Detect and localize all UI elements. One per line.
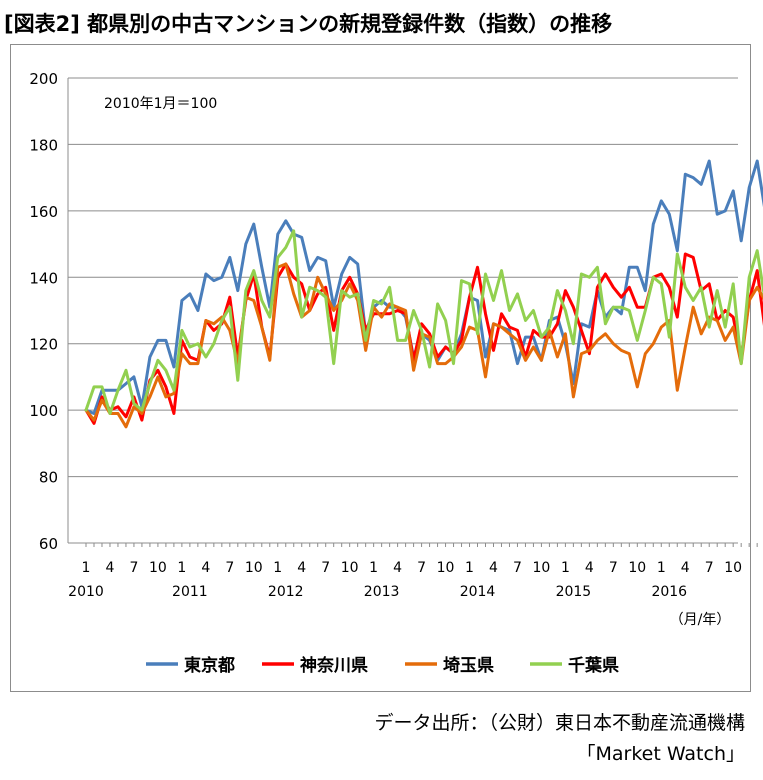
y-tick-label: 200 xyxy=(29,70,58,88)
x-month-label: 1 xyxy=(465,560,474,576)
x-month-label: 1 xyxy=(82,560,91,576)
x-month-label: 10 xyxy=(149,560,167,576)
x-month-label: 7 xyxy=(609,560,618,576)
x-month-label: 4 xyxy=(585,560,594,576)
x-month-label: 4 xyxy=(201,560,210,576)
y-tick-label: 120 xyxy=(29,336,58,354)
x-year-label: 2011 xyxy=(172,584,208,600)
x-month-label: 7 xyxy=(321,560,330,576)
legend-label-1: 東京都 xyxy=(184,655,235,676)
x-month-label: 1 xyxy=(369,560,378,576)
x-month-label: 7 xyxy=(417,560,426,576)
x-month-label: 4 xyxy=(393,560,402,576)
x-month-label: 1 xyxy=(273,560,282,576)
x-month-label: 1 xyxy=(657,560,666,576)
source-line-1: データ出所：（公財）東日本不動産流通機構 xyxy=(374,712,745,734)
x-month-label: 4 xyxy=(489,560,498,576)
x-month-label: 7 xyxy=(513,560,522,576)
y-tick-label: 100 xyxy=(29,402,58,420)
y-tick-label: 160 xyxy=(29,203,58,221)
legend-label-2: 神奈川県 xyxy=(300,655,368,676)
x-month-label: 1 xyxy=(177,560,186,576)
y-tick-label: 80 xyxy=(39,469,58,487)
source-line-2: 「Market Watch」 xyxy=(576,743,745,765)
series-line-4 xyxy=(84,229,763,415)
x-axis-label: （月/年） xyxy=(670,612,731,628)
chart-title: [図表2] 都県別の中古マンションの新規登録件数（指数）の推移 xyxy=(4,12,613,36)
x-month-label: 7 xyxy=(225,560,234,576)
x-month-label: 4 xyxy=(681,560,690,576)
x-month-label: 10 xyxy=(341,560,359,576)
x-year-label: 2014 xyxy=(460,584,496,600)
legend-label-3: 埼玉県 xyxy=(443,655,494,676)
x-year-label: 2012 xyxy=(268,584,304,600)
x-month-label: 10 xyxy=(628,560,646,576)
x-month-label: 10 xyxy=(724,560,742,576)
x-year-label: 2013 xyxy=(364,584,400,600)
x-year-label: 2015 xyxy=(556,584,592,600)
x-month-label: 7 xyxy=(129,560,138,576)
x-month-label: 1 xyxy=(561,560,570,576)
y-tick-label: 180 xyxy=(29,136,58,154)
x-month-label: 10 xyxy=(245,560,263,576)
x-year-label: 2016 xyxy=(651,584,687,600)
y-tick-label: 140 xyxy=(29,269,58,287)
y-tick-label: 60 xyxy=(39,535,58,553)
x-month-label: 7 xyxy=(705,560,714,576)
x-month-label: 4 xyxy=(106,560,115,576)
x-month-label: 10 xyxy=(437,560,455,576)
x-month-label: 10 xyxy=(533,560,551,576)
chart-frame xyxy=(10,44,751,692)
x-month-label: 4 xyxy=(297,560,306,576)
legend-label-4: 千葉県 xyxy=(568,655,619,676)
source-note: データ出所：（公財）東日本不動産流通機構 「Market Watch」 xyxy=(374,708,745,770)
x-year-label: 2010 xyxy=(68,584,104,600)
index-base-note: 2010年1月＝100 xyxy=(104,96,217,112)
